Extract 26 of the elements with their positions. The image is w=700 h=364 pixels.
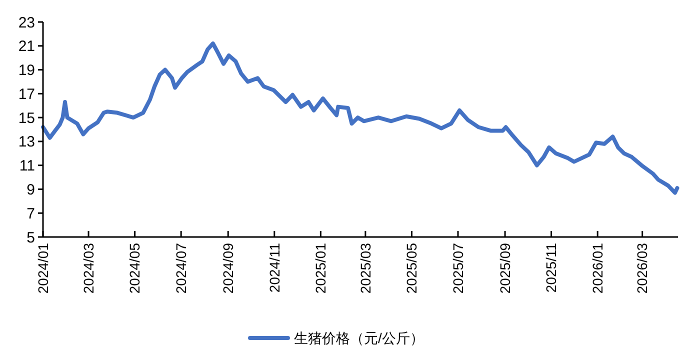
- y-tick-label: 15: [18, 110, 35, 127]
- x-tick-label: 2024/03: [80, 242, 96, 294]
- y-tick-label: 5: [26, 229, 35, 246]
- x-tick-label: 2025/05: [404, 242, 420, 294]
- line-series: [41, 42, 680, 195]
- x-tick-label: 2025/01: [312, 242, 329, 294]
- x-tick-label: 2025/09: [496, 242, 513, 294]
- y-tick-label: 23: [18, 14, 35, 32]
- y-tick-label: 21: [18, 38, 35, 56]
- x-tick-label: 2025/03: [357, 242, 374, 294]
- x-tick-label: 2025/11: [543, 242, 560, 293]
- x-tick-label: 2024/01: [34, 242, 51, 294]
- x-tick-label: 2024/05: [126, 242, 143, 294]
- y-tick-label: 11: [19, 158, 35, 175]
- y-tick-label: 17: [18, 86, 35, 103]
- y-tick-label: 13: [18, 134, 35, 151]
- x-tick-label: 2024/07: [172, 242, 189, 294]
- x-tick-label: 2024/09: [220, 242, 236, 294]
- y-tick-label: 19: [18, 62, 35, 80]
- x-tick-label: 2026/03: [634, 242, 650, 294]
- legend-label: 生猪价格（元/公斤）: [294, 330, 424, 346]
- x-tick-label: 2024/11: [266, 242, 282, 293]
- x-tick-label: 2026/01: [589, 242, 606, 294]
- x-tick-label: 2025/07: [450, 242, 466, 294]
- y-tick-label: 9: [26, 181, 35, 198]
- y-tick-label: 7: [26, 205, 35, 222]
